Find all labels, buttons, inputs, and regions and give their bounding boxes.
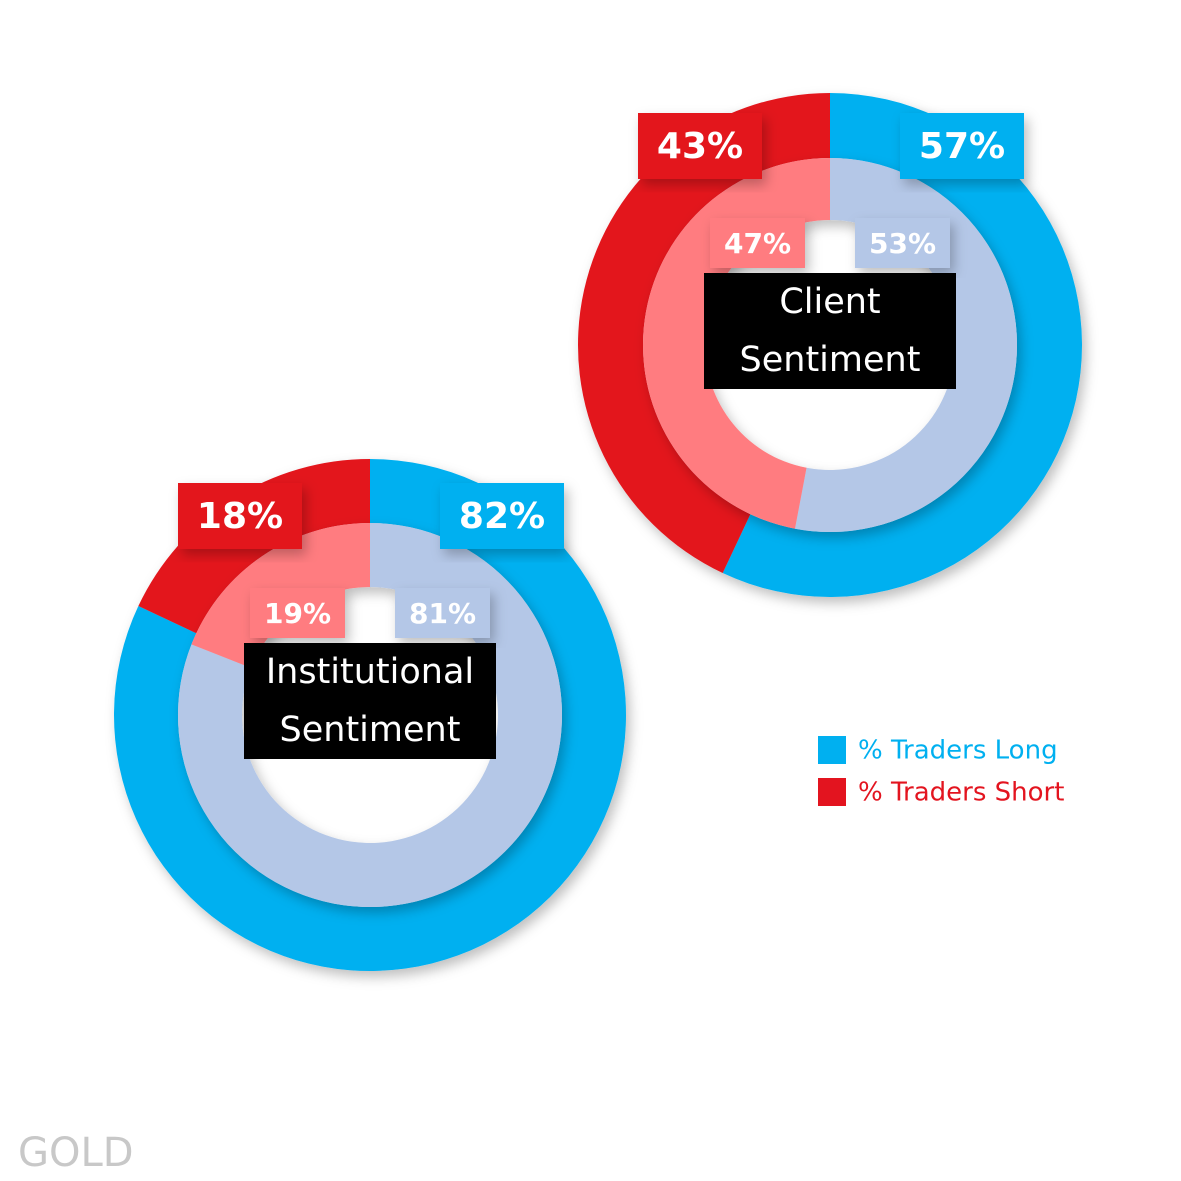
value-label-box [710,218,805,268]
value-label-box [250,588,345,638]
donut-segment [722,93,1082,597]
value-label: 43% [657,126,743,167]
ring [642,158,1017,532]
value-label: 18% [197,496,283,537]
chart-title: Client Sentiment [704,273,956,389]
value-label: 19% [264,597,331,630]
value-label-box [900,113,1024,179]
legend-label: % Traders Long [858,736,1058,766]
ring [578,93,1082,597]
value-label-box [855,218,950,268]
donut-segment [578,93,830,574]
value-label-box [395,588,490,638]
legend-label: % Traders Short [858,778,1064,808]
value-label-box [638,113,762,179]
donut-segment [642,158,830,529]
legend-swatch [818,778,846,806]
value-label: 82% [459,496,545,537]
value-label: 47% [724,227,791,260]
value-label-box [440,483,564,549]
chart-title: Institutional Sentiment [244,643,496,759]
asset-label: GOLD [18,1130,134,1176]
value-label: 57% [919,126,1005,167]
donut-segment [794,158,1017,532]
legend-swatch [818,736,846,764]
value-label: 81% [409,597,476,630]
value-label-box [178,483,302,549]
value-label: 53% [869,227,936,260]
